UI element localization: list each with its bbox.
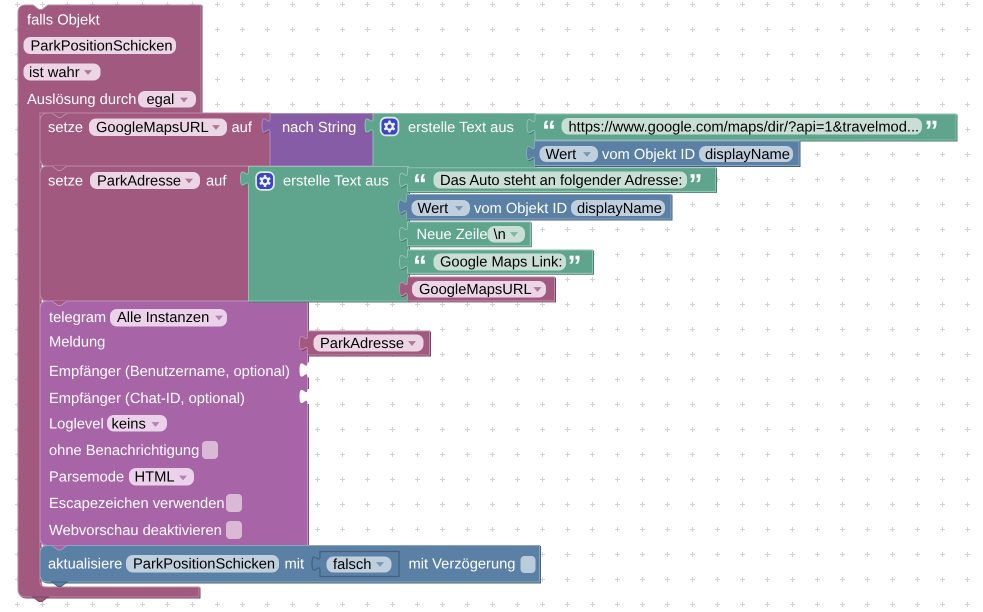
svg-text:vom Objekt ID: vom Objekt ID [474,201,567,217]
svg-text:ParkPositionSchicken: ParkPositionSchicken [31,39,173,55]
svg-text:erstelle Text aus: erstelle Text aus [408,120,514,136]
svg-text:setze: setze [48,174,83,190]
svg-text:Auslösung durch: Auslösung durch [27,92,136,108]
svg-text:”: ” [925,115,939,146]
svg-text:\n: \n [494,227,506,243]
svg-text:ist wahr: ist wahr [29,65,80,81]
svg-text:ParkPositionSchicken: ParkPositionSchicken [133,557,275,573]
svg-text:nach String: nach String [282,120,356,136]
svg-text:auf: auf [232,120,253,136]
svg-text:vom Objekt ID: vom Objekt ID [602,147,695,163]
svg-text:displayName: displayName [577,201,662,217]
svg-text:keins: keins [112,417,146,433]
svg-text:“: “ [542,115,556,146]
svg-text:mit Verzögerung: mit Verzögerung [409,557,516,573]
svg-text:telegram: telegram [49,310,106,326]
svg-text:displayName: displayName [705,147,790,163]
svg-text:ohne Benachrichtigung: ohne Benachrichtigung [49,443,199,459]
svg-text:”: ” [689,169,703,200]
svg-text:Empfänger (Benutzername, optio: Empfänger (Benutzername, optional) [49,364,290,380]
svg-text:Wert: Wert [418,201,449,217]
svg-text:Neue Zeile: Neue Zeile [417,227,488,243]
svg-text:erstelle Text aus: erstelle Text aus [283,174,389,190]
svg-text:Empfänger (Chat-ID, optional): Empfänger (Chat-ID, optional) [49,391,245,407]
svg-text:egal: egal [147,92,175,108]
svg-text:ParkAdresse: ParkAdresse [320,336,404,352]
svg-text:HTML: HTML [135,470,175,486]
svg-text:Das Auto steht an folgender Ad: Das Auto steht an folgender Adresse: [440,173,683,189]
svg-text:setze: setze [48,120,83,136]
svg-text:Webvorschau deaktivieren: Webvorschau deaktivieren [49,523,222,539]
svg-text:GoogleMapsURL: GoogleMapsURL [96,120,209,136]
svg-text:ParkAdresse: ParkAdresse [97,174,181,190]
svg-text:Loglevel: Loglevel [49,417,104,433]
svg-text:Parsemode: Parsemode [49,470,124,486]
svg-text:mit: mit [285,557,305,573]
svg-text:GoogleMapsURL: GoogleMapsURL [419,282,532,298]
svg-text:”: ” [568,250,582,281]
svg-text:aktualisiere: aktualisiere [48,557,122,573]
svg-text:falls Objekt: falls Objekt [27,13,100,29]
svg-text:“: “ [413,250,427,281]
svg-text:https://www.google.com/maps/di: https://www.google.com/maps/dir/?api=1&t… [569,120,920,136]
svg-text:Escapezeichen verwenden: Escapezeichen verwenden [49,496,225,512]
svg-text:Wert: Wert [546,147,577,163]
svg-text:Alle Instanzen: Alle Instanzen [117,310,209,326]
svg-text:falsch: falsch [333,557,371,573]
svg-text:“: “ [413,169,427,200]
svg-text:auf: auf [206,174,227,190]
svg-text:Google Maps Link:: Google Maps Link: [440,255,562,271]
svg-text:Meldung: Meldung [49,335,105,351]
